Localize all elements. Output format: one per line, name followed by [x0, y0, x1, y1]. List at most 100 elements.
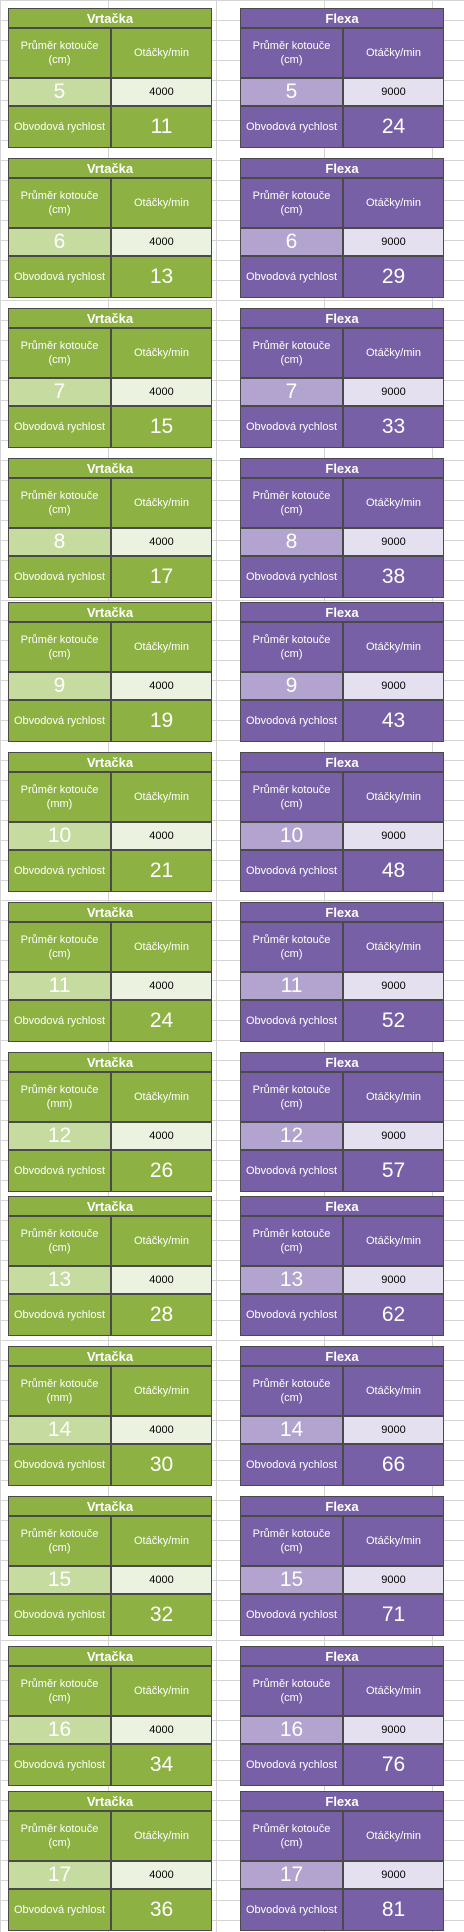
- speed-value-cell[interactable]: 28: [111, 1294, 212, 1336]
- diameter-label-cell[interactable]: Průměr kotouče (mm): [8, 1072, 111, 1122]
- diameter-label-cell[interactable]: Průměr kotouče (cm): [8, 922, 111, 972]
- rpm-value-cell[interactable]: 9000: [343, 378, 444, 406]
- diameter-value-cell[interactable]: 17: [8, 1861, 111, 1889]
- diameter-value-cell[interactable]: 5: [8, 78, 111, 106]
- rpm-label-cell[interactable]: Otáčky/min: [343, 28, 444, 78]
- speed-label-cell[interactable]: Obvodová rychlost: [240, 850, 343, 892]
- rpm-value-cell[interactable]: 9000: [343, 228, 444, 256]
- speed-label-cell[interactable]: Obvodová rychlost: [8, 1594, 111, 1636]
- rpm-label-cell[interactable]: Otáčky/min: [111, 1666, 212, 1716]
- flexa-title-cell[interactable]: Flexa: [240, 1496, 444, 1516]
- vrtacka-title-cell[interactable]: Vrtačka: [8, 1052, 212, 1072]
- speed-value-cell[interactable]: 15: [111, 406, 212, 448]
- rpm-label-cell[interactable]: Otáčky/min: [111, 1072, 212, 1122]
- speed-label-cell[interactable]: Obvodová rychlost: [8, 1444, 111, 1486]
- speed-label-cell[interactable]: Obvodová rychlost: [8, 1744, 111, 1786]
- diameter-label-cell[interactable]: Průměr kotouče (cm): [240, 622, 343, 672]
- speed-label-cell[interactable]: Obvodová rychlost: [8, 1000, 111, 1042]
- rpm-value-cell[interactable]: 9000: [343, 78, 444, 106]
- rpm-value-cell[interactable]: 4000: [111, 972, 212, 1000]
- speed-label-cell[interactable]: Obvodová rychlost: [240, 256, 343, 298]
- rpm-label-cell[interactable]: Otáčky/min: [343, 922, 444, 972]
- diameter-label-cell[interactable]: Průměr kotouče (cm): [8, 1666, 111, 1716]
- diameter-label-cell[interactable]: Průměr kotouče (cm): [8, 1516, 111, 1566]
- diameter-value-cell[interactable]: 16: [240, 1716, 343, 1744]
- speed-label-cell[interactable]: Obvodová rychlost: [8, 256, 111, 298]
- speed-label-cell[interactable]: Obvodová rychlost: [240, 1744, 343, 1786]
- flexa-title-cell[interactable]: Flexa: [240, 602, 444, 622]
- speed-label-cell[interactable]: Obvodová rychlost: [240, 1889, 343, 1931]
- flexa-title-cell[interactable]: Flexa: [240, 1346, 444, 1366]
- diameter-value-cell[interactable]: 6: [8, 228, 111, 256]
- vrtacka-title-cell[interactable]: Vrtačka: [8, 1196, 212, 1216]
- speed-value-cell[interactable]: 32: [111, 1594, 212, 1636]
- diameter-value-cell[interactable]: 11: [8, 972, 111, 1000]
- flexa-title-cell[interactable]: Flexa: [240, 158, 444, 178]
- speed-value-cell[interactable]: 62: [343, 1294, 444, 1336]
- speed-label-cell[interactable]: Obvodová rychlost: [240, 1594, 343, 1636]
- diameter-label-cell[interactable]: Průměr kotouče (cm): [240, 178, 343, 228]
- diameter-value-cell[interactable]: 9: [240, 672, 343, 700]
- speed-value-cell[interactable]: 34: [111, 1744, 212, 1786]
- speed-label-cell[interactable]: Obvodová rychlost: [8, 106, 111, 148]
- vrtacka-title-cell[interactable]: Vrtačka: [8, 902, 212, 922]
- rpm-label-cell[interactable]: Otáčky/min: [111, 28, 212, 78]
- rpm-value-cell[interactable]: 4000: [111, 78, 212, 106]
- rpm-value-cell[interactable]: 4000: [111, 378, 212, 406]
- rpm-value-cell[interactable]: 4000: [111, 1416, 212, 1444]
- diameter-value-cell[interactable]: 10: [240, 822, 343, 850]
- diameter-label-cell[interactable]: Průměr kotouče (cm): [240, 28, 343, 78]
- diameter-label-cell[interactable]: Průměr kotouče (cm): [240, 1811, 343, 1861]
- diameter-label-cell[interactable]: Průměr kotouče (cm): [240, 1516, 343, 1566]
- diameter-label-cell[interactable]: Průměr kotouče (cm): [240, 922, 343, 972]
- diameter-value-cell[interactable]: 5: [240, 78, 343, 106]
- speed-label-cell[interactable]: Obvodová rychlost: [8, 556, 111, 598]
- speed-label-cell[interactable]: Obvodová rychlost: [8, 1150, 111, 1192]
- diameter-value-cell[interactable]: 13: [8, 1266, 111, 1294]
- rpm-label-cell[interactable]: Otáčky/min: [111, 178, 212, 228]
- diameter-value-cell[interactable]: 15: [8, 1566, 111, 1594]
- speed-value-cell[interactable]: 66: [343, 1444, 444, 1486]
- diameter-value-cell[interactable]: 6: [240, 228, 343, 256]
- diameter-label-cell[interactable]: Průměr kotouče (cm): [240, 772, 343, 822]
- speed-value-cell[interactable]: 13: [111, 256, 212, 298]
- rpm-label-cell[interactable]: Otáčky/min: [111, 1366, 212, 1416]
- diameter-label-cell[interactable]: Průměr kotouče (cm): [240, 1216, 343, 1266]
- diameter-value-cell[interactable]: 9: [8, 672, 111, 700]
- rpm-value-cell[interactable]: 4000: [111, 822, 212, 850]
- rpm-label-cell[interactable]: Otáčky/min: [343, 1072, 444, 1122]
- speed-value-cell[interactable]: 26: [111, 1150, 212, 1192]
- flexa-title-cell[interactable]: Flexa: [240, 1052, 444, 1072]
- flexa-title-cell[interactable]: Flexa: [240, 8, 444, 28]
- vrtacka-title-cell[interactable]: Vrtačka: [8, 308, 212, 328]
- speed-label-cell[interactable]: Obvodová rychlost: [8, 1294, 111, 1336]
- rpm-label-cell[interactable]: Otáčky/min: [111, 922, 212, 972]
- rpm-value-cell[interactable]: 9000: [343, 822, 444, 850]
- speed-value-cell[interactable]: 81: [343, 1889, 444, 1931]
- diameter-value-cell[interactable]: 13: [240, 1266, 343, 1294]
- diameter-value-cell[interactable]: 14: [240, 1416, 343, 1444]
- diameter-value-cell[interactable]: 8: [240, 528, 343, 556]
- speed-value-cell[interactable]: 43: [343, 700, 444, 742]
- rpm-label-cell[interactable]: Otáčky/min: [343, 1366, 444, 1416]
- speed-value-cell[interactable]: 52: [343, 1000, 444, 1042]
- rpm-value-cell[interactable]: 4000: [111, 672, 212, 700]
- rpm-label-cell[interactable]: Otáčky/min: [343, 1216, 444, 1266]
- diameter-value-cell[interactable]: 7: [8, 378, 111, 406]
- rpm-value-cell[interactable]: 4000: [111, 1566, 212, 1594]
- flexa-title-cell[interactable]: Flexa: [240, 902, 444, 922]
- vrtacka-title-cell[interactable]: Vrtačka: [8, 602, 212, 622]
- flexa-title-cell[interactable]: Flexa: [240, 1196, 444, 1216]
- speed-label-cell[interactable]: Obvodová rychlost: [240, 700, 343, 742]
- rpm-value-cell[interactable]: 9000: [343, 1266, 444, 1294]
- speed-value-cell[interactable]: 36: [111, 1889, 212, 1931]
- diameter-value-cell[interactable]: 10: [8, 822, 111, 850]
- speed-value-cell[interactable]: 21: [111, 850, 212, 892]
- speed-value-cell[interactable]: 48: [343, 850, 444, 892]
- speed-value-cell[interactable]: 19: [111, 700, 212, 742]
- rpm-value-cell[interactable]: 9000: [343, 1861, 444, 1889]
- rpm-label-cell[interactable]: Otáčky/min: [111, 622, 212, 672]
- vrtacka-title-cell[interactable]: Vrtačka: [8, 1346, 212, 1366]
- speed-label-cell[interactable]: Obvodová rychlost: [240, 1444, 343, 1486]
- speed-value-cell[interactable]: 11: [111, 106, 212, 148]
